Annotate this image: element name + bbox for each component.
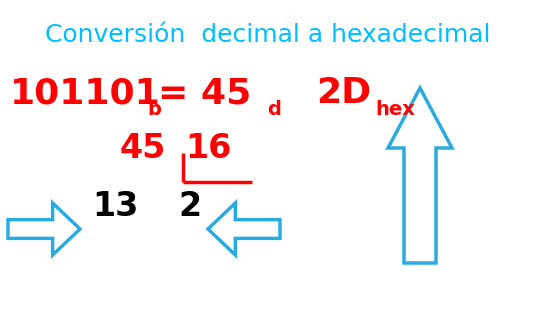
Text: b: b [147,100,161,119]
Text: hex: hex [375,100,415,119]
Text: 2D: 2D [316,76,371,110]
Text: 101101: 101101 [10,76,161,110]
Text: d: d [267,100,281,119]
Text: 45: 45 [120,132,166,165]
Text: 13: 13 [92,190,139,223]
Text: Conversión  decimal a hexadecimal: Conversión decimal a hexadecimal [45,23,491,47]
Text: 16: 16 [185,132,231,165]
Text: 2: 2 [178,190,201,223]
Text: = 45: = 45 [158,76,251,110]
